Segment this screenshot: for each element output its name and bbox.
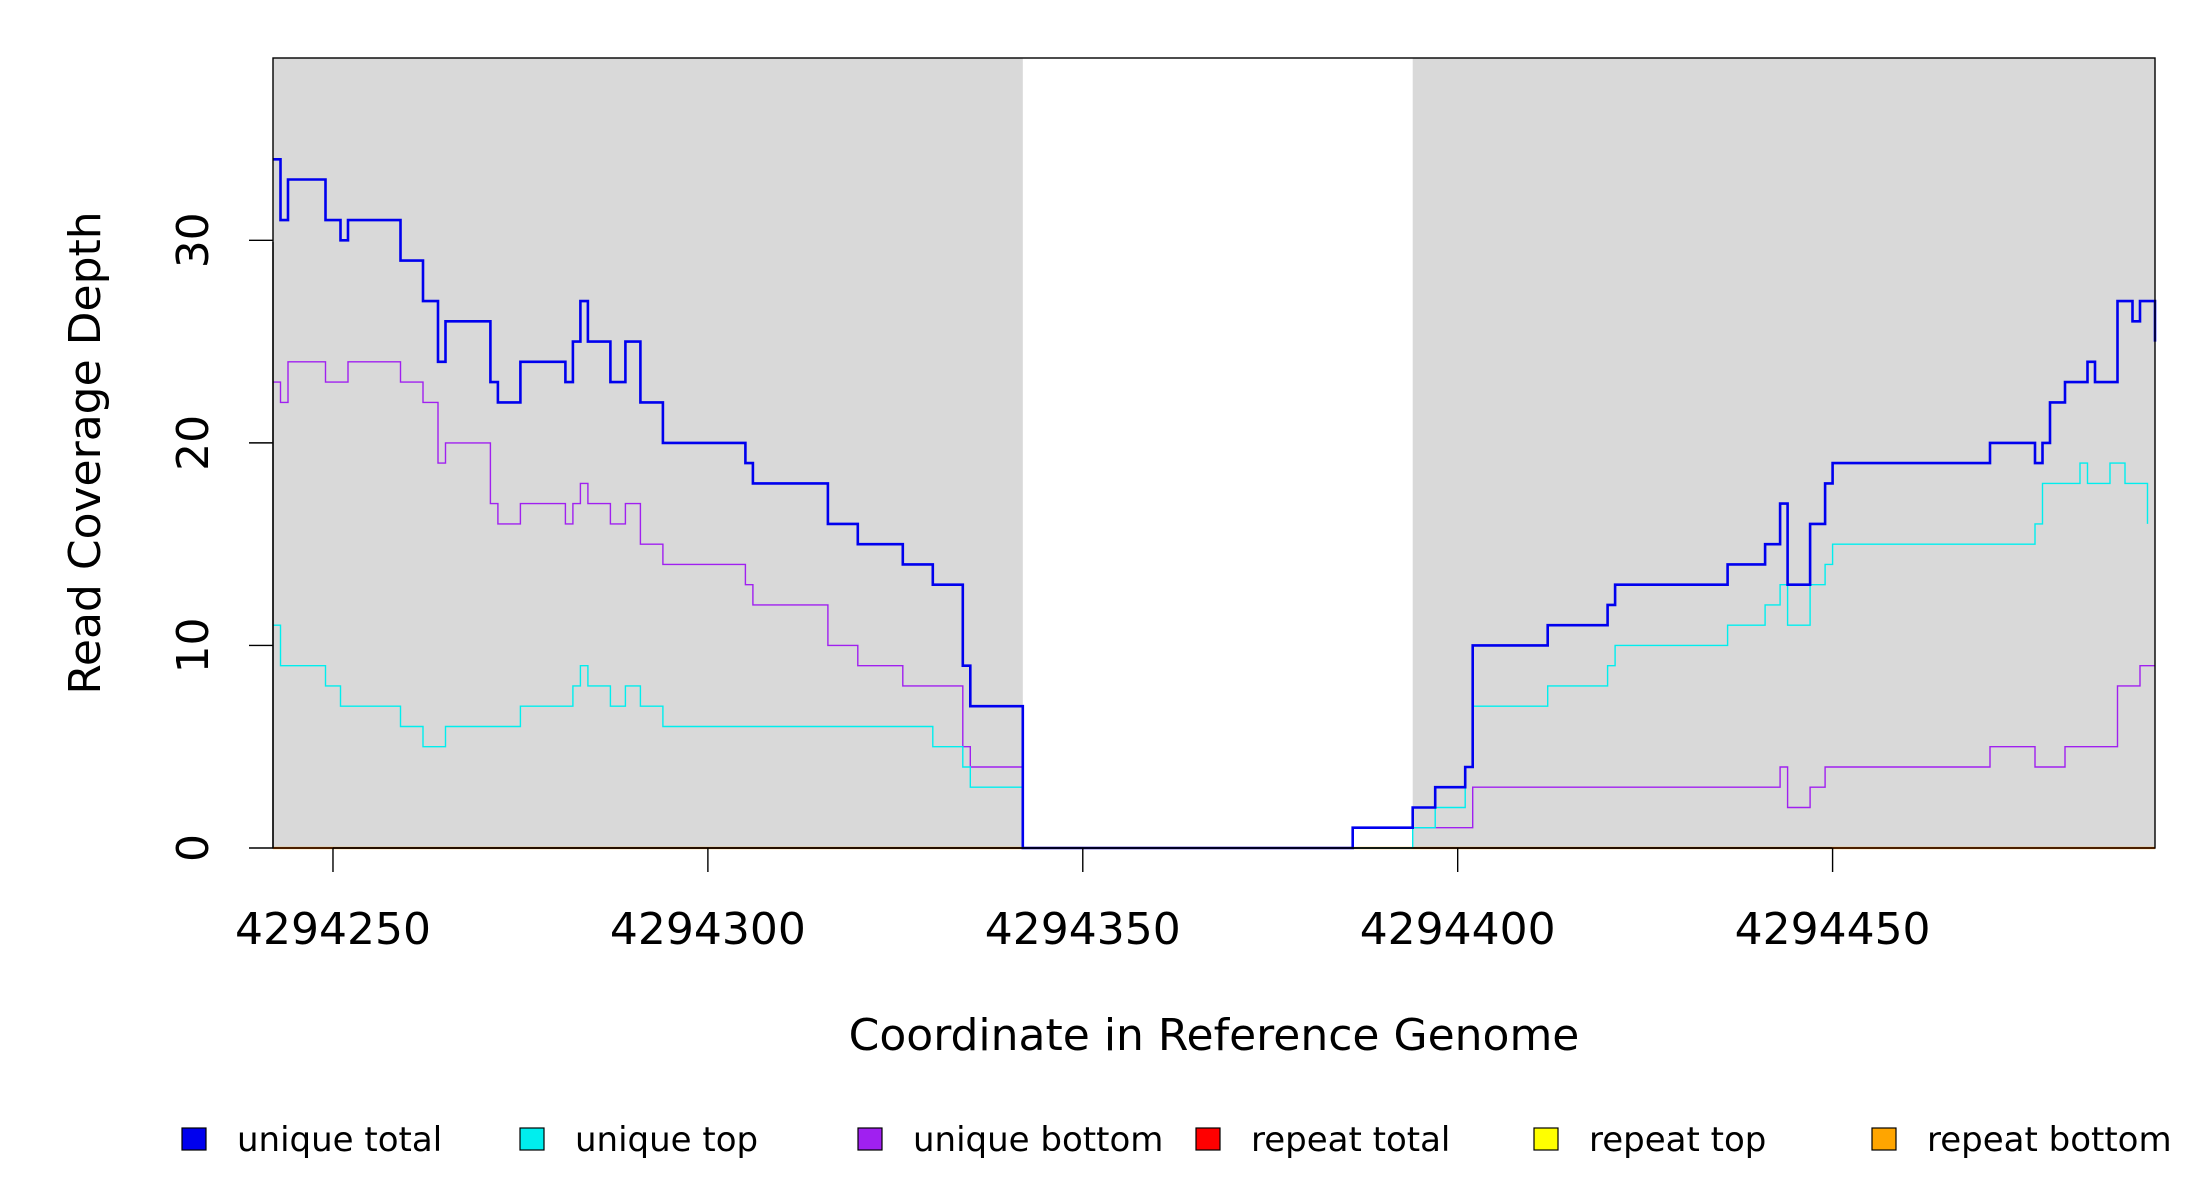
x-tick-label: 4294300 xyxy=(610,904,806,955)
y-tick-label: 30 xyxy=(168,212,219,268)
series-line-unique-bottom xyxy=(273,361,2155,849)
x-tick-label: 4294250 xyxy=(235,904,431,955)
y-tick-label: 20 xyxy=(168,415,219,471)
legend-label: repeat top xyxy=(1589,1120,1766,1160)
legend-swatch-repeat-bottom xyxy=(1871,1127,1897,1151)
legend-label: repeat bottom xyxy=(1927,1120,2172,1160)
x-axis-label: Coordinate in Reference Genome xyxy=(849,1010,1580,1061)
legend-label: unique bottom xyxy=(913,1120,1163,1160)
shaded-region-2 xyxy=(1412,58,2155,848)
y-axis-label: Read Coverage Depth xyxy=(60,211,111,694)
legend-label: unique total xyxy=(237,1120,442,1160)
legend-swatch-unique-bottom xyxy=(857,1127,883,1151)
x-tick-label: 4294400 xyxy=(1360,904,1556,955)
legend-label: unique top xyxy=(575,1120,758,1160)
x-tick-label: 4294350 xyxy=(985,904,1181,955)
series-line-unique-total xyxy=(273,158,2157,850)
y-axis: 0 10 20 30 xyxy=(168,212,274,862)
legend-label: repeat total xyxy=(1251,1120,1450,1160)
y-tick-label: 0 xyxy=(168,834,219,862)
x-tick-label: 4294450 xyxy=(1735,904,1931,955)
legend: unique total unique top unique bottom repea… xyxy=(181,1120,2172,1160)
shaded-region-1 xyxy=(273,58,1023,848)
series-line-unique-top xyxy=(273,462,2149,849)
shaded-regions xyxy=(273,58,2155,848)
legend-swatch-unique-total xyxy=(181,1127,207,1151)
y-tick-label: 10 xyxy=(168,617,219,673)
x-axis: 4294250 4294300 4294350 4294400 4294450 xyxy=(235,847,1931,955)
legend-swatch-repeat-top xyxy=(1533,1127,1559,1151)
legend-swatch-unique-top xyxy=(519,1127,545,1151)
legend-swatch-repeat-total xyxy=(1195,1127,1221,1151)
